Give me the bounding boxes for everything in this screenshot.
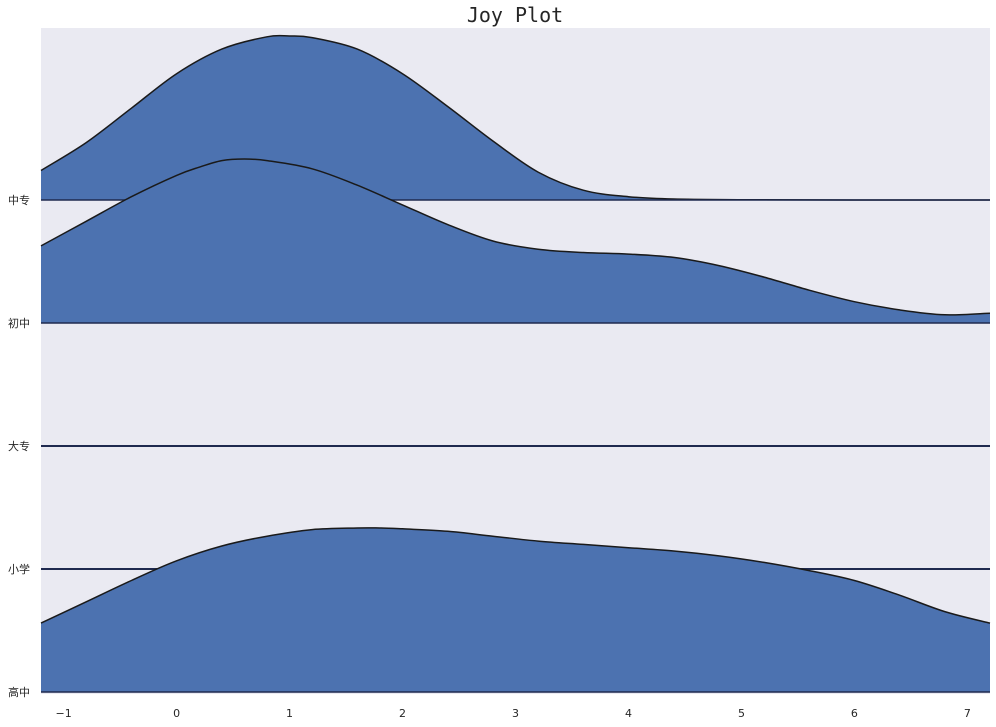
ridge-label: 大专 [8,439,30,453]
x-tick-label: 1 [286,707,293,720]
x-axis-ticks: −1 0 1 2 3 4 5 6 7 [55,707,970,720]
x-tick-label: 3 [512,707,519,720]
ridge-label: 中专 [8,193,30,207]
ridge-area [41,35,990,201]
ridge-label: 小学 [8,562,30,576]
x-tick-label: 5 [738,707,745,720]
ridge-outline [40,527,991,624]
ridge-area [41,159,990,323]
chart-title: Joy Plot [467,3,563,27]
x-tick-label: −1 [55,707,71,720]
ridge-label: 初中 [8,316,30,330]
ridge-label: 高中 [8,685,30,699]
x-tick-label: 2 [399,707,406,720]
ridge-3: 大专 [8,439,990,453]
ridge-outline [40,158,991,316]
x-tick-label: 4 [625,707,632,720]
x-tick-label: 0 [173,707,180,720]
ridge-2: 初中 [8,158,991,330]
ridge-5: 高中 [8,527,991,699]
ridge-area [41,527,990,692]
x-tick-label: 6 [851,707,858,720]
x-tick-label: 7 [964,707,971,720]
